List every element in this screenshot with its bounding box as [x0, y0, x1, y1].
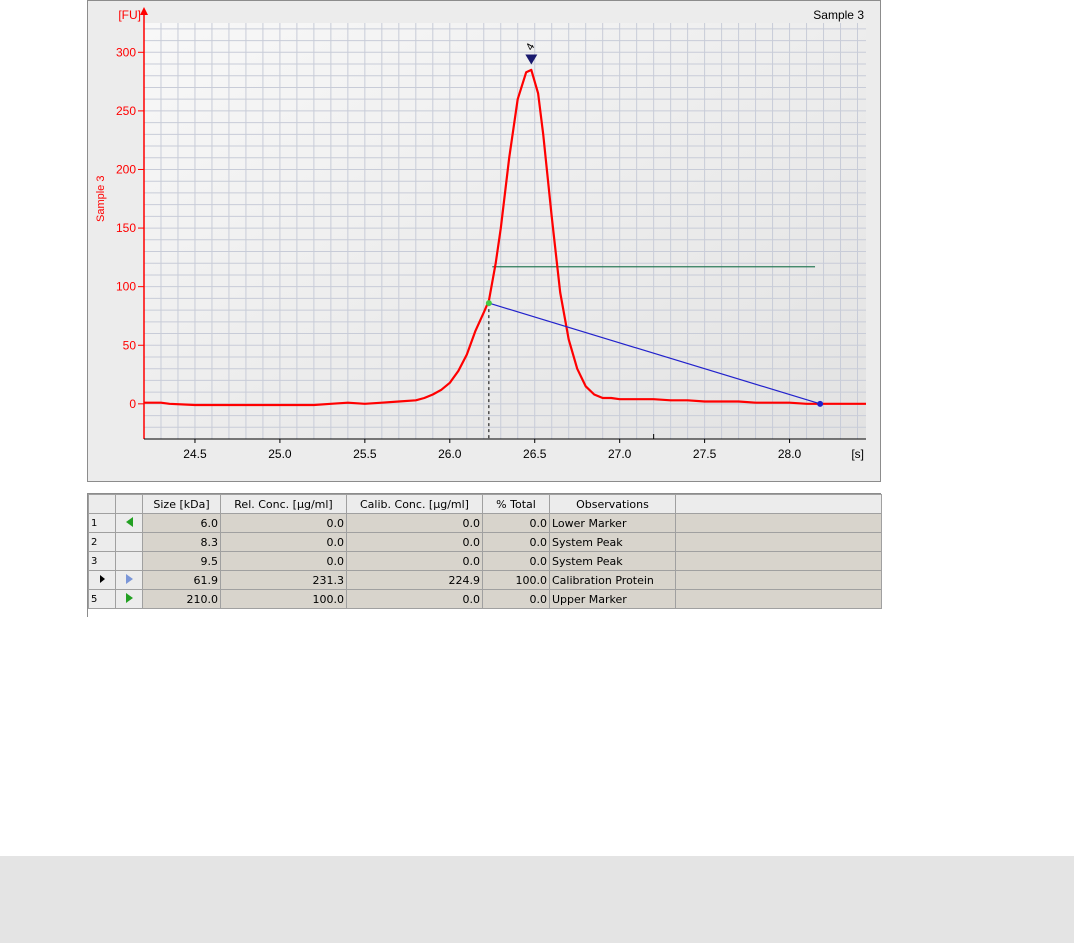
y-tick-label: 300 [116, 45, 136, 59]
cell-rel-conc[interactable]: 100.0 [220, 589, 347, 609]
cell-calib-conc[interactable]: 0.0 [346, 589, 483, 609]
y-tick-label: 50 [123, 338, 137, 352]
cell-rel-conc[interactable]: 0.0 [220, 513, 347, 533]
peak-table: Size [kDa] Rel. Conc. [µg/ml] Calib. Con… [87, 493, 882, 617]
peak-baseline [488, 302, 821, 405]
row-number[interactable]: 2 [88, 532, 116, 552]
x-tick-label: 28.0 [778, 447, 802, 461]
header-calib-conc[interactable]: Calib. Conc. [µg/ml] [346, 494, 483, 514]
header-size[interactable]: Size [kDa] [142, 494, 221, 514]
y-tick-label: 100 [116, 280, 136, 294]
cell-filler [675, 513, 882, 533]
plot-area[interactable] [144, 23, 866, 439]
row-indicator [115, 551, 143, 571]
cell-pct-total[interactable]: 100.0 [482, 570, 550, 590]
calibration-peak-icon [115, 570, 143, 590]
chart-title: Sample 3 [813, 8, 864, 22]
cell-observations[interactable]: System Peak [549, 532, 676, 552]
cell-calib-conc[interactable]: 0.0 [346, 532, 483, 552]
y-unit-label: [FU] [118, 8, 141, 22]
header-filler [675, 494, 882, 514]
row-indicator [115, 532, 143, 552]
x-tick-label: 25.5 [353, 447, 377, 461]
electropherogram-panel: 0 50 100 150 200 250 300 24.5 25.0 25.5 26.0 26.5 27… [87, 0, 881, 482]
peak-end-point[interactable] [817, 400, 824, 407]
cell-observations[interactable]: System Peak [549, 551, 676, 571]
series-line [144, 68, 866, 407]
footer-band [0, 856, 1074, 943]
cell-filler [675, 532, 882, 552]
peak-marker-icon[interactable] [525, 54, 538, 65]
cell-calib-conc[interactable]: 224.9 [346, 570, 483, 590]
cell-pct-total[interactable]: 0.0 [482, 551, 550, 571]
cell-filler [675, 551, 882, 571]
cell-pct-total[interactable]: 0.0 [482, 532, 550, 552]
x-tick-label: 27.0 [608, 447, 632, 461]
cell-observations[interactable]: Calibration Protein [549, 570, 676, 590]
cell-size[interactable]: 210.0 [142, 589, 221, 609]
x-unit-label: [s] [851, 447, 864, 461]
cell-observations[interactable]: Upper Marker [549, 589, 676, 609]
cell-rel-conc[interactable]: 0.0 [220, 532, 347, 552]
row-number[interactable]: 1 [88, 513, 116, 533]
cell-calib-conc[interactable]: 0.0 [346, 551, 483, 571]
header-row-number[interactable] [88, 494, 116, 514]
header-observations[interactable]: Observations [549, 494, 676, 514]
cell-size[interactable]: 9.5 [142, 551, 221, 571]
cell-size[interactable]: 61.9 [142, 570, 221, 590]
cell-filler [675, 570, 882, 590]
table-row[interactable]: 3 9.5 0.0 0.0 0.0 System Peak [88, 551, 882, 571]
table-row[interactable]: 2 8.3 0.0 0.0 0.0 System Peak [88, 532, 882, 552]
upper-marker-icon [115, 589, 143, 609]
x-tick-label: 25.0 [268, 447, 292, 461]
row-number[interactable]: 3 [88, 551, 116, 571]
x-tick-label: 26.0 [438, 447, 462, 461]
row-number[interactable]: 5 [88, 589, 116, 609]
cell-rel-conc[interactable]: 231.3 [220, 570, 347, 590]
lower-marker-icon [115, 513, 143, 533]
peak-label: 4 [524, 41, 537, 52]
cell-size[interactable]: 8.3 [142, 532, 221, 552]
cell-size[interactable]: 6.0 [142, 513, 221, 533]
header-rel-conc[interactable]: Rel. Conc. [µg/ml] [220, 494, 347, 514]
x-tick-label: 24.5 [183, 447, 207, 461]
y-tick-label: 0 [129, 397, 136, 411]
header-indicator[interactable] [115, 494, 143, 514]
cell-calib-conc[interactable]: 0.0 [346, 513, 483, 533]
x-tick-label: 27.5 [693, 447, 717, 461]
current-row-arrow-icon[interactable] [88, 570, 116, 590]
header-pct-total[interactable]: % Total [482, 494, 550, 514]
peak-table-grid: Size [kDa] Rel. Conc. [µg/ml] Calib. Con… [88, 494, 882, 609]
y-tick-label: 250 [116, 104, 136, 118]
y-tick-label: 150 [116, 221, 136, 235]
table-row[interactable]: 1 6.0 0.0 0.0 0.0 Lower Marker [88, 513, 882, 533]
peak-start-point[interactable] [485, 300, 492, 307]
y-axis-label: Sample 3 [95, 176, 107, 222]
table-row-selected[interactable]: 61.9 231.3 224.9 100.0 Calibration Prote… [88, 570, 882, 590]
cell-pct-total[interactable]: 0.0 [482, 589, 550, 609]
table-header-row: Size [kDa] Rel. Conc. [µg/ml] Calib. Con… [88, 494, 882, 514]
cell-pct-total[interactable]: 0.0 [482, 513, 550, 533]
cell-observations[interactable]: Lower Marker [549, 513, 676, 533]
cell-filler [675, 589, 882, 609]
electropherogram-chart[interactable]: 0 50 100 150 200 250 300 24.5 25.0 25.5 26.0 26.5 27… [88, 1, 882, 483]
table-row[interactable]: 5 210.0 100.0 0.0 0.0 Upper Marker [88, 589, 882, 609]
y-axis-arrow-icon [140, 7, 148, 15]
y-tick-label: 200 [116, 162, 136, 176]
cell-rel-conc[interactable]: 0.0 [220, 551, 347, 571]
x-tick-label: 26.5 [523, 447, 547, 461]
